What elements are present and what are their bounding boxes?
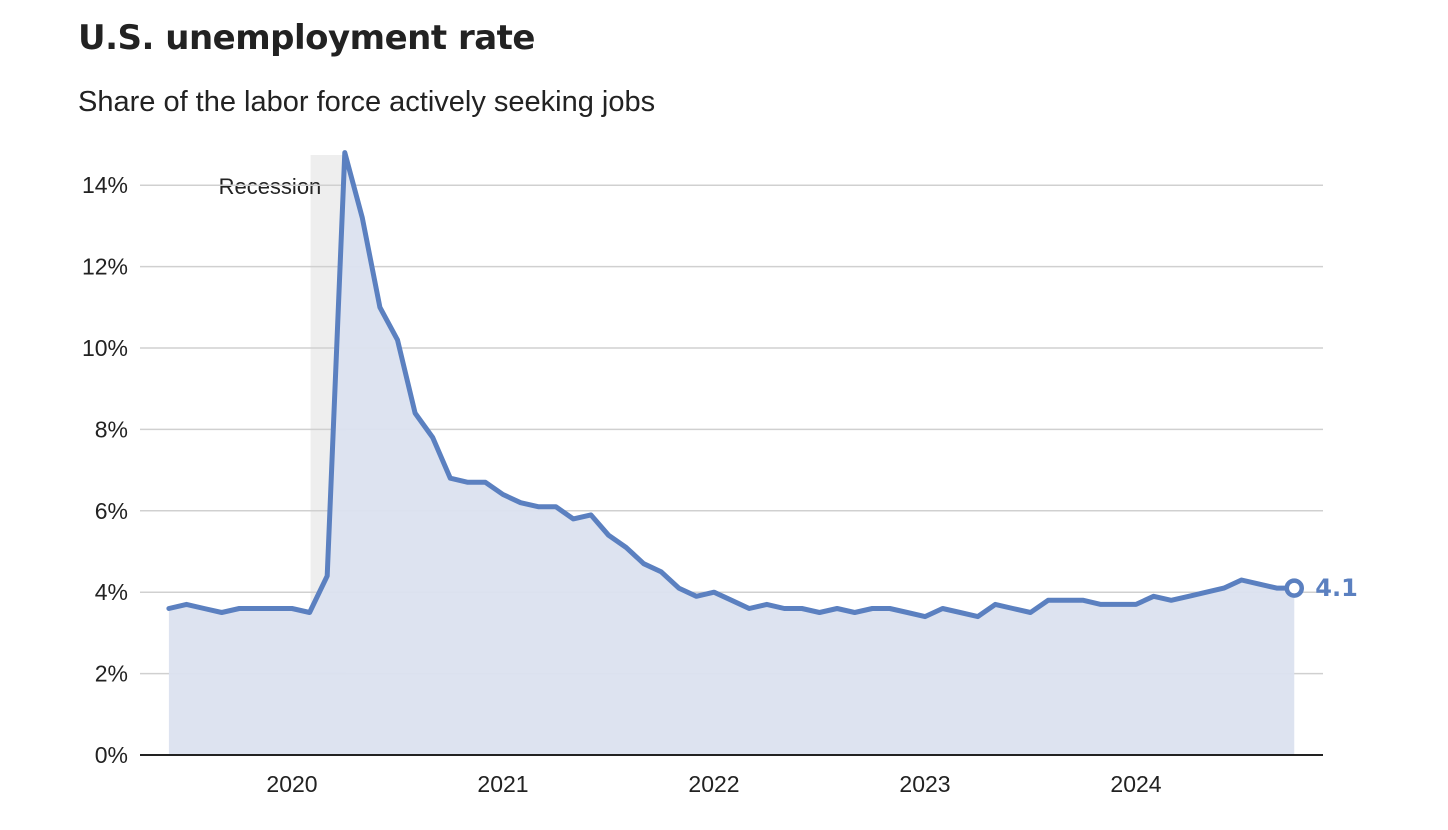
series-area	[168, 152, 1295, 756]
y-tick-label: 0%	[95, 742, 128, 768]
x-tick-label: 2021	[477, 771, 528, 797]
y-tick-label: 2%	[95, 661, 128, 687]
end-point-marker	[1284, 578, 1304, 598]
y-tick-label: 8%	[95, 416, 128, 442]
chart-title: U.S. unemployment rate	[78, 18, 535, 58]
y-tick-label: 12%	[82, 254, 128, 280]
x-tick-label: 2023	[899, 771, 950, 797]
y-tick-label: 14%	[82, 172, 128, 198]
chart-subtitle: Share of the labor force actively seekin…	[78, 86, 656, 118]
x-tick-label: 2022	[688, 771, 739, 797]
series-line	[166, 150, 1297, 620]
end-value-label: 4.1	[1315, 574, 1358, 602]
y-tick-label: 4%	[95, 579, 128, 605]
recession-label: Recession	[219, 174, 322, 199]
x-tick-label: 2020	[266, 771, 317, 797]
x-tick-label: 2024	[1110, 771, 1161, 797]
y-tick-label: 6%	[95, 498, 128, 524]
y-tick-label: 10%	[82, 335, 128, 361]
